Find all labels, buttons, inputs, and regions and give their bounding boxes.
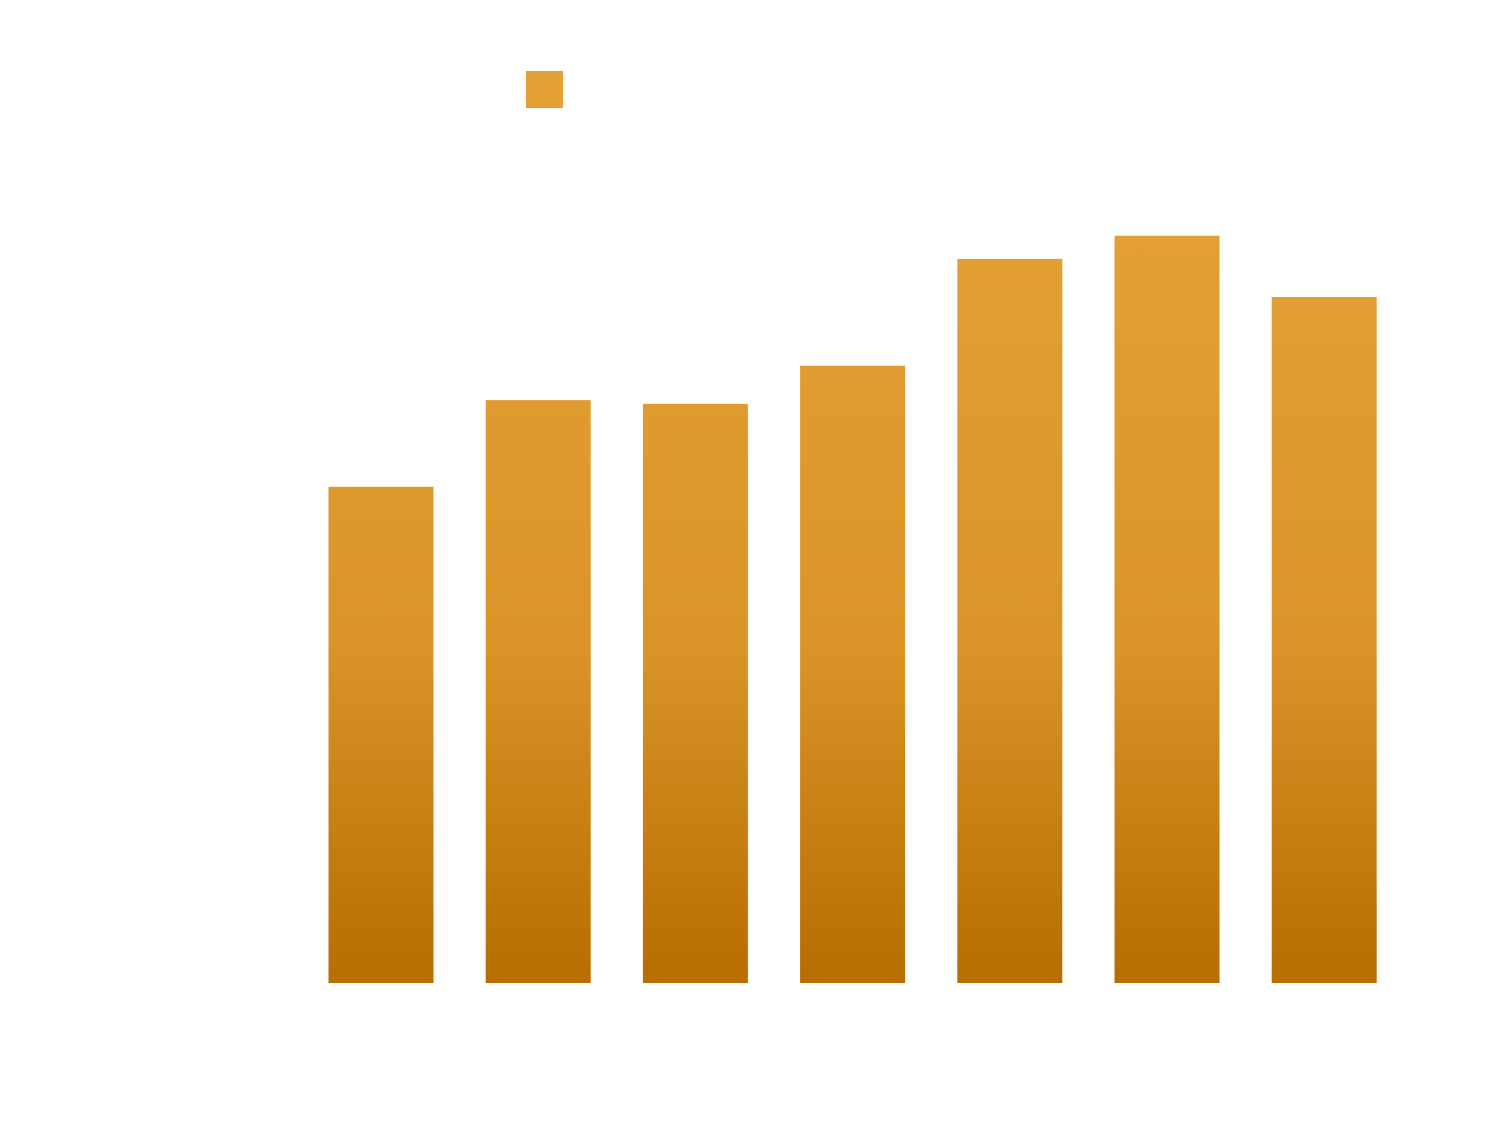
bar-5 bbox=[1114, 235, 1220, 983]
bar-0 bbox=[328, 486, 434, 983]
bar-3 bbox=[800, 365, 906, 984]
bar-2 bbox=[642, 403, 748, 983]
bar-4 bbox=[957, 258, 1063, 984]
bar-6 bbox=[1271, 297, 1377, 983]
bars bbox=[328, 235, 1377, 984]
legend-swatch bbox=[526, 71, 563, 108]
bar-1 bbox=[485, 400, 591, 983]
